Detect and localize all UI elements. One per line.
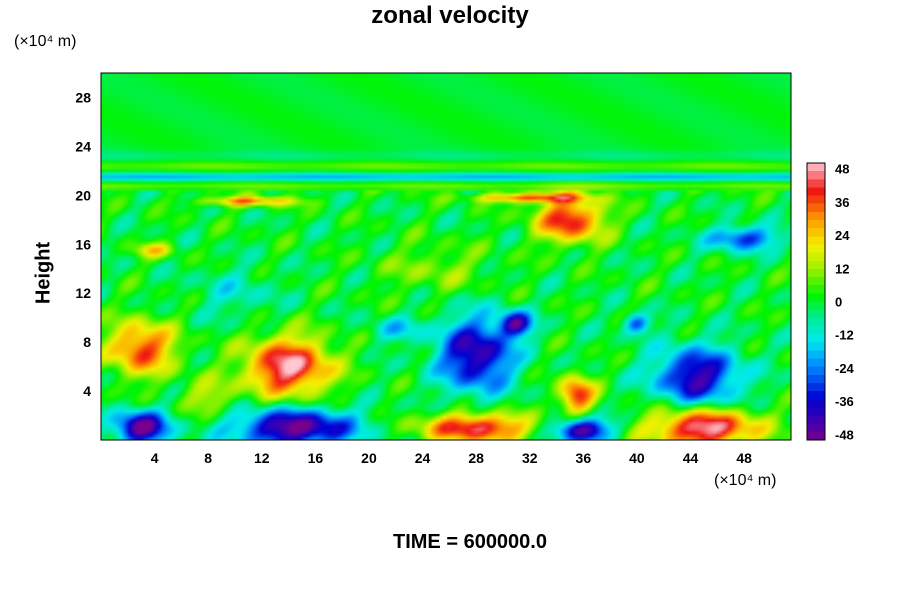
colorbar-tick-label: -12: [835, 328, 854, 343]
colorbar-tick-label: -36: [835, 394, 854, 409]
colorbar-tick-label: 48: [835, 162, 849, 177]
colorbar-ticks: 48 36 24 12 0 -12 -24 -36 -48: [835, 162, 855, 443]
heatmap-image: [101, 73, 791, 440]
plot-frame: [100, 72, 792, 441]
heatmap-area: [100, 72, 792, 441]
x-tick-label: 44: [683, 450, 699, 466]
colorbar-tick-label: 36: [835, 195, 849, 210]
colorbar-image: [807, 163, 825, 440]
y-tick-label: 4: [83, 383, 91, 399]
y-axis-unit: (×10⁴ m): [14, 33, 77, 50]
x-tick-label: 36: [576, 450, 592, 466]
x-tick-label: 48: [736, 450, 752, 466]
y-axis-ticks: 4 8 12 16 20 24 28: [75, 89, 91, 399]
colorbar-tick-label: -48: [835, 427, 854, 442]
x-tick-label: 24: [415, 450, 431, 466]
x-tick-label: 16: [308, 450, 324, 466]
y-tick-label: 8: [83, 334, 91, 350]
x-tick-label: 8: [204, 450, 212, 466]
colorbar: 48 36 24 12 0 -12 -24 -36 -48: [806, 162, 855, 443]
colorbar-tick-label: 24: [835, 228, 850, 243]
x-tick-label: 4: [151, 450, 159, 466]
colorbar-tick-label: 12: [835, 261, 849, 276]
time-label: TIME = 600000.0: [393, 531, 547, 553]
colorbar-tick-label: -24: [835, 361, 855, 376]
y-tick-label: 28: [75, 89, 91, 105]
x-tick-label: 28: [468, 450, 484, 466]
y-tick-label: 24: [75, 138, 91, 154]
x-tick-label: 12: [254, 450, 270, 466]
y-tick-label: 16: [75, 236, 91, 252]
x-axis-unit: (×10⁴ m): [714, 472, 777, 489]
x-tick-label: 20: [361, 450, 377, 466]
chart-title: zonal velocity: [371, 2, 529, 29]
y-tick-label: 20: [75, 187, 91, 203]
x-tick-label: 32: [522, 450, 538, 466]
y-tick-label: 12: [75, 285, 91, 301]
x-axis-ticks: 4 8 12 16 20 24 28 32 36 40 44 48: [151, 450, 752, 466]
colorbar-frame: [806, 162, 826, 441]
x-tick-label: 40: [629, 450, 645, 466]
colorbar-tick-label: 0: [835, 295, 842, 310]
